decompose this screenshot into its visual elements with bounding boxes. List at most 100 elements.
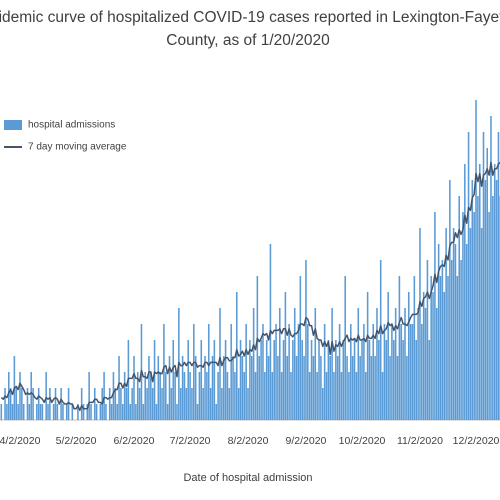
bar [62, 404, 64, 420]
bar [335, 340, 337, 420]
bar [381, 372, 384, 420]
bar [458, 196, 460, 420]
bar [37, 388, 40, 420]
bar [278, 308, 281, 420]
bar [273, 340, 275, 420]
bar [275, 324, 277, 420]
bar [30, 372, 32, 420]
x-tick-label: 6/2/2020 [114, 435, 155, 447]
bar [135, 404, 137, 420]
bar [492, 196, 494, 420]
bar [437, 244, 440, 420]
bar [323, 324, 326, 420]
bar [348, 372, 350, 420]
bar [456, 276, 459, 420]
bar [65, 404, 68, 420]
bar [398, 276, 401, 420]
bar [308, 372, 311, 420]
bar [161, 388, 163, 420]
bar [293, 308, 296, 420]
bar [49, 388, 51, 420]
bar [318, 340, 320, 420]
bar [340, 372, 343, 420]
bar [144, 372, 146, 420]
bar [19, 372, 21, 420]
bar [374, 356, 376, 420]
bar [359, 356, 361, 420]
moving-average-line [0, 161, 500, 412]
bar [206, 372, 208, 420]
bar [103, 372, 105, 420]
bar [228, 388, 231, 420]
bar [133, 356, 135, 420]
bar [7, 372, 10, 420]
bar [164, 372, 167, 420]
bar [142, 404, 145, 420]
bar [391, 324, 393, 420]
bar [131, 388, 133, 420]
x-axis-title: Date of hospital admission [183, 472, 312, 484]
bar [280, 372, 283, 420]
bar [305, 260, 307, 420]
bar [122, 404, 124, 420]
bar [183, 372, 186, 420]
bar [394, 308, 397, 420]
bar [271, 372, 274, 420]
bar [215, 404, 218, 420]
bar [292, 340, 294, 420]
x-tick-label: 10/2/2020 [339, 435, 386, 447]
bar [86, 404, 89, 420]
bar [26, 388, 29, 420]
bar [204, 356, 206, 420]
bar [396, 356, 399, 420]
bar [314, 308, 317, 420]
bar [366, 292, 369, 420]
bar [224, 340, 227, 420]
bar [120, 388, 122, 420]
bar [353, 340, 356, 420]
bar [357, 308, 360, 420]
bar [452, 228, 455, 420]
bar [454, 244, 457, 420]
bar [191, 388, 193, 420]
bar [99, 404, 102, 420]
bar [449, 180, 451, 420]
bar [213, 340, 216, 420]
bar [82, 404, 85, 420]
bar [6, 404, 8, 420]
bar [217, 372, 219, 420]
bar [417, 308, 419, 420]
bar [260, 340, 262, 420]
bar [443, 292, 446, 420]
bar [258, 356, 261, 420]
bar [467, 132, 470, 420]
bar [290, 372, 292, 420]
bar [320, 356, 322, 420]
bar [327, 340, 330, 420]
bar [262, 324, 264, 420]
bar [490, 116, 492, 420]
bar [350, 324, 352, 420]
bar [116, 404, 118, 420]
bar [462, 212, 464, 420]
bar [312, 356, 315, 420]
bar [219, 308, 221, 420]
bar [465, 244, 468, 420]
bar [129, 404, 132, 420]
bar [333, 372, 335, 420]
bar [95, 404, 98, 420]
bar [150, 372, 152, 420]
bar [361, 340, 363, 420]
bar [0, 404, 3, 420]
bar [243, 372, 246, 420]
bar [346, 356, 348, 420]
bar [310, 340, 313, 420]
bar [166, 404, 169, 420]
bar [221, 388, 223, 420]
bar [9, 388, 12, 420]
bar [157, 356, 160, 420]
bar [153, 340, 156, 420]
bar [393, 340, 395, 420]
bar [187, 340, 189, 420]
